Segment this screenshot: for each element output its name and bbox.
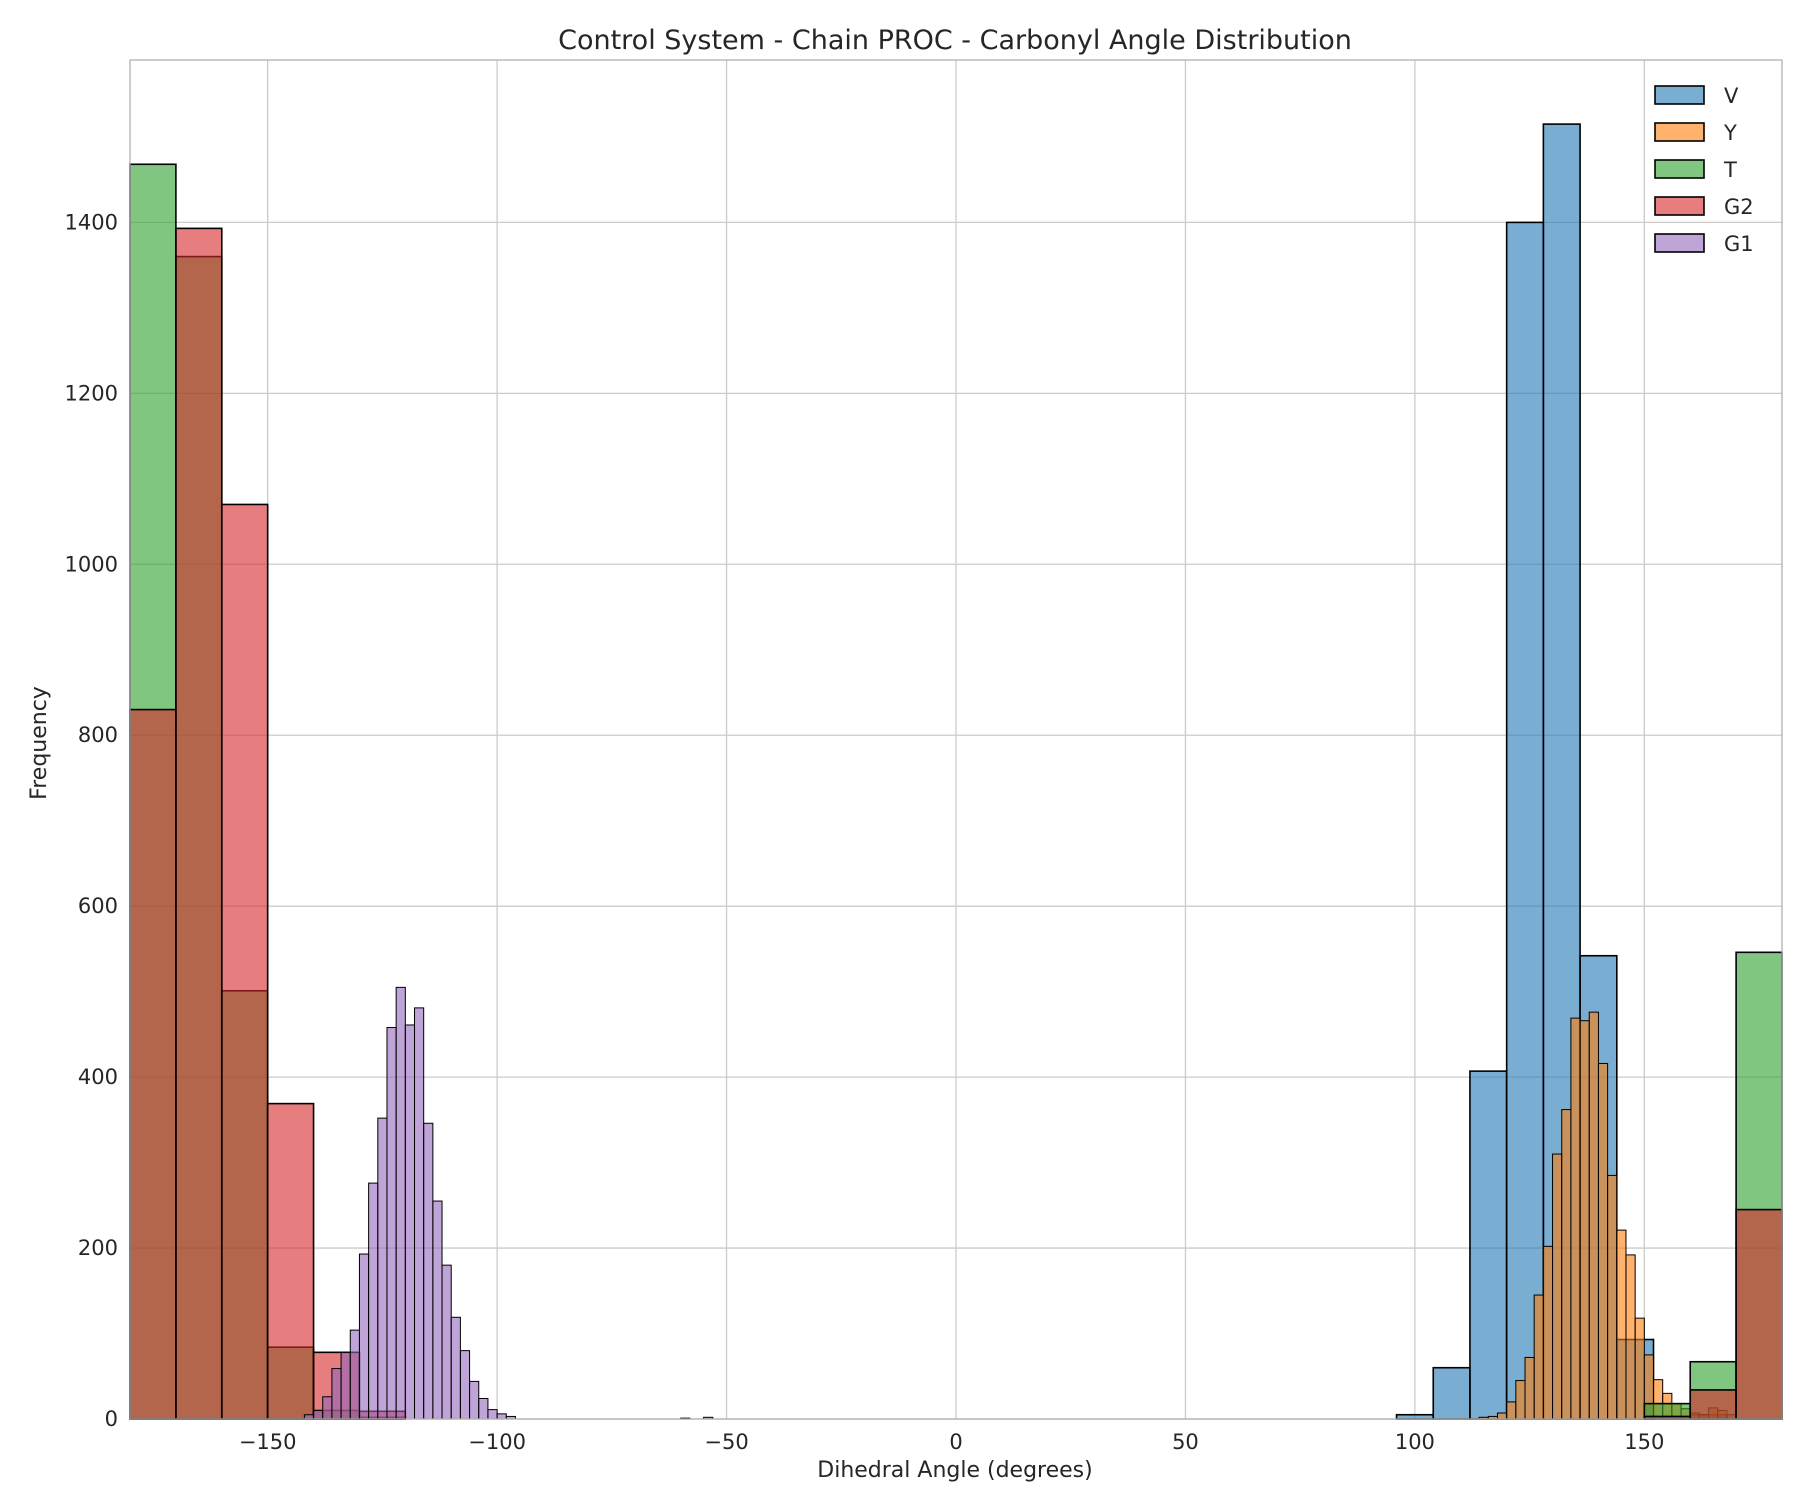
bar-Y-17	[1634, 1317, 1645, 1420]
bar-G1-16	[450, 1316, 461, 1420]
bar-G1-4	[340, 1351, 351, 1420]
chart-title: Control System - Chain PROC - Carbonyl A…	[558, 25, 1352, 56]
legend-swatch-T	[1654, 159, 1705, 179]
y-tick-label-0: 0	[105, 1407, 118, 1431]
bar-G1-8	[377, 1117, 388, 1420]
bar-G2-1	[175, 227, 223, 1420]
bar-G1-6	[358, 1253, 370, 1420]
bar-G1-19	[478, 1397, 489, 1420]
bar-G2-2	[220, 503, 269, 1420]
legend-label-Y: Y	[1723, 121, 1737, 145]
bar-Y-4	[1515, 1380, 1526, 1420]
x-tick-label-2: −50	[704, 1430, 748, 1454]
bar-G1-1	[313, 1409, 324, 1420]
legend-label-V: V	[1724, 84, 1739, 108]
bar-V-3	[1505, 221, 1545, 1420]
bar-Y-6	[1533, 1294, 1544, 1420]
series-G2-bars	[129, 227, 1783, 1420]
x-tick-label-4: 50	[1172, 1430, 1199, 1454]
y-tick-label-3: 600	[78, 894, 118, 918]
bar-G1-14	[432, 1200, 443, 1420]
bar-G1-15	[441, 1264, 452, 1420]
bar-Y-16	[1625, 1254, 1636, 1420]
bar-Y-11	[1579, 1020, 1590, 1420]
bar-Y-8	[1552, 1153, 1563, 1420]
bar-V-1	[1432, 1366, 1471, 1420]
bar-Y-2	[1496, 1412, 1508, 1420]
bar-G1-11	[404, 1024, 416, 1420]
bar-Y-10	[1570, 1017, 1581, 1420]
bar-G1-7	[368, 1182, 379, 1420]
histogram-bars	[129, 123, 1783, 1420]
x-tick-label-0: −150	[239, 1430, 297, 1454]
bar-G1-3	[331, 1368, 342, 1420]
x-tick-label-1: −100	[468, 1430, 526, 1454]
y-tick-label-5: 1000	[65, 552, 118, 576]
bar-Y-14	[1607, 1174, 1618, 1420]
y-tick-label-6: 1200	[65, 381, 118, 405]
bar-G1-21	[496, 1413, 507, 1420]
y-axis-label: Frequency	[27, 686, 52, 800]
y-tick-label-1: 200	[78, 1236, 118, 1260]
bar-Y-9	[1561, 1109, 1572, 1420]
bar-G1-17	[459, 1350, 471, 1420]
bar-V-2	[1469, 1070, 1508, 1420]
bar-Y-7	[1542, 1245, 1554, 1420]
bar-G2-7	[1689, 1389, 1737, 1420]
x-axis-ticks: −150 −100 −50 0 50 100 150	[239, 1430, 1665, 1454]
bar-G1-2	[322, 1396, 333, 1420]
legend-swatch-V	[1654, 85, 1705, 105]
x-axis-label: Dihedral Angle (degrees)	[817, 1458, 1092, 1483]
legend-swatch-G2	[1654, 196, 1705, 216]
bar-G2-8	[1735, 1208, 1783, 1420]
legend: VYT G2 G1	[1654, 84, 1754, 256]
legend-label-G1: G1	[1724, 232, 1754, 256]
bar-G2-3	[266, 1102, 315, 1420]
legend-label-G2: G2	[1724, 195, 1754, 219]
bar-G1-12	[414, 1007, 425, 1420]
bar-G1-13	[423, 1122, 434, 1420]
bar-Y-13	[1597, 1062, 1609, 1420]
bar-Y-3	[1506, 1401, 1517, 1420]
x-tick-label-6: 150	[1624, 1430, 1664, 1454]
x-tick-label-3: 0	[949, 1430, 962, 1454]
series-G1-bars	[303, 986, 714, 1420]
bar-G2-0	[129, 708, 177, 1420]
y-tick-label-7: 1400	[65, 210, 118, 234]
legend-swatch-G1	[1654, 233, 1705, 253]
bar-G1-9	[386, 1027, 397, 1420]
bar-G1-5	[349, 1329, 360, 1420]
plot-frame	[129, 59, 1783, 1420]
y-axis-ticks: 0 200 400 600 800 1000 1200 1400	[65, 210, 118, 1431]
legend-swatch-Y	[1654, 122, 1705, 142]
x-tick-label-5: 100	[1395, 1430, 1435, 1454]
bar-Y-12	[1588, 1011, 1599, 1420]
bar-G1-20	[487, 1409, 498, 1420]
bar-Y-5	[1524, 1356, 1535, 1420]
series-Y-bars	[1478, 1011, 1737, 1420]
legend-label-T: T	[1723, 158, 1737, 182]
bar-Y-15	[1616, 1229, 1627, 1420]
bar-G1-18	[469, 1380, 480, 1420]
y-tick-label-2: 400	[78, 1065, 118, 1089]
y-tick-label-4: 800	[78, 723, 118, 747]
bar-G1-10	[395, 986, 406, 1420]
